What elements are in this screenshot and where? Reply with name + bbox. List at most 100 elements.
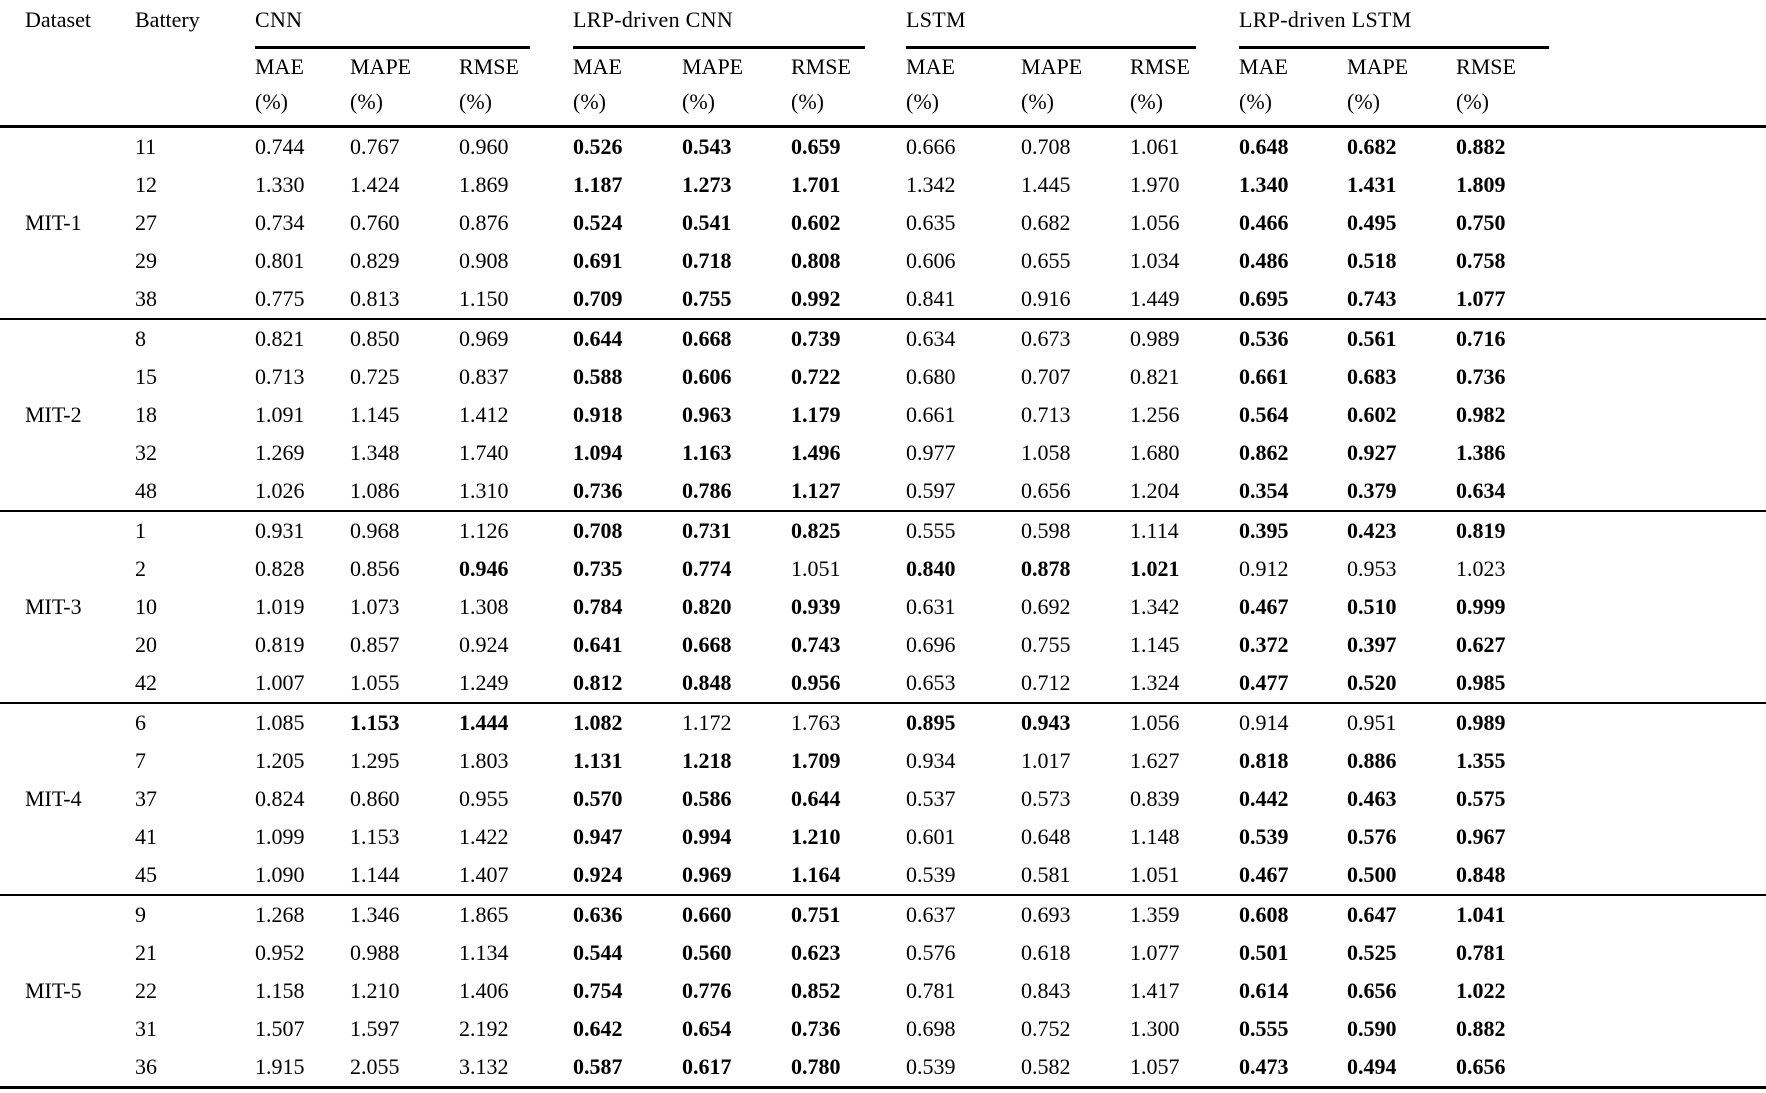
- metric-cell: 0.397: [1347, 632, 1397, 657]
- metric-cell: 0.618: [1021, 940, 1071, 965]
- metric-header-lstm-rmse: RMSE (%): [1105, 49, 1214, 127]
- metric-cell: 1.158: [255, 978, 305, 1003]
- group-underline: [255, 46, 530, 49]
- battery-cell: 2: [135, 556, 146, 581]
- metric-cell: 1.355: [1456, 748, 1506, 773]
- metric-cell: 1.915: [255, 1054, 305, 1079]
- metric-cell: 0.781: [1456, 940, 1506, 965]
- metric-cell: 0.473: [1239, 1054, 1289, 1079]
- metric-cell: 0.776: [682, 978, 732, 1003]
- metric-cell: 0.716: [1456, 326, 1506, 351]
- table-row: 7 1.205 1.295 1.803 1.131 1.218 1.709 0.934 1.01…: [0, 742, 1766, 780]
- metric-cell: 0.656: [1021, 478, 1071, 503]
- battery-cell: 15: [135, 364, 157, 389]
- metric-cell: 0.709: [573, 286, 623, 311]
- table-row: 18 1.091 1.145 1.412 0.918 0.963 1.179 0.661 0.7…: [0, 396, 1766, 434]
- metric-cell: 1.056: [1130, 710, 1180, 735]
- metric-cell: 1.026: [255, 478, 305, 503]
- metric-cell: 0.537: [906, 786, 956, 811]
- metric-cell: 0.735: [573, 556, 623, 581]
- metric-cell: 1.091: [255, 402, 305, 427]
- metric-cell: 0.656: [1347, 978, 1397, 1003]
- metric-cell: 1.021: [1130, 556, 1180, 581]
- metric-cell: 0.725: [350, 364, 400, 389]
- metric-cell: 0.946: [459, 556, 509, 581]
- metric-cell: 0.501: [1239, 940, 1289, 965]
- metric-name: MAPE: [350, 54, 412, 79]
- metric-cell: 1.324: [1130, 670, 1180, 695]
- metric-cell: 0.575: [1456, 786, 1506, 811]
- metric-cell: 1.970: [1130, 172, 1180, 197]
- metric-cell: 1.417: [1130, 978, 1180, 1003]
- metric-cell: 0.543: [682, 134, 732, 159]
- metric-cell: 0.882: [1456, 134, 1506, 159]
- table-row: MIT-5 9 1.268 1.346 1.865 0.636 0.660 0.751 0.63…: [0, 895, 1766, 1003]
- metric-cell: 0.693: [1021, 902, 1071, 927]
- metric-cell: 0.784: [573, 594, 623, 619]
- metric-cell: 0.486: [1239, 248, 1289, 273]
- table-row: 31 1.507 1.597 2.192 0.642 0.654 0.736 0.698 0.7…: [0, 1010, 1766, 1048]
- group-label: LSTM: [906, 7, 966, 32]
- group-underline: [1239, 46, 1550, 49]
- metric-cell: 0.526: [573, 134, 623, 159]
- metric-cell: 0.518: [1347, 248, 1397, 273]
- table-row: 41 1.099 1.153 1.422 0.947 0.994 1.210 0.601 0.6…: [0, 818, 1766, 856]
- metric-cell: 1.406: [459, 978, 509, 1003]
- metric-cell: 0.696: [906, 632, 956, 657]
- metric-cell: 0.767: [350, 134, 400, 159]
- metric-cell: 1.056: [1130, 210, 1180, 235]
- metric-cell: 0.541: [682, 210, 732, 235]
- metric-cell: 0.539: [906, 862, 956, 887]
- metric-cell: 0.606: [682, 364, 732, 389]
- metric-cell: 0.602: [791, 210, 841, 235]
- metric-cell: 0.354: [1239, 478, 1289, 503]
- metric-cell: 0.841: [906, 286, 956, 311]
- metric-cell: 0.828: [255, 556, 305, 581]
- battery-cell: 22: [135, 978, 157, 1003]
- metric-header-lstm-mape: MAPE (%): [996, 49, 1105, 127]
- metric-cell: 0.648: [1239, 134, 1289, 159]
- metric-unit: (%): [1130, 89, 1164, 114]
- metric-cell: 1.164: [791, 862, 841, 887]
- table-row: 12 1.330 1.424 1.869 1.187 1.273 1.701 1.342 1.4…: [0, 166, 1766, 204]
- metric-cell: 0.539: [1239, 824, 1289, 849]
- metric-cell: 0.982: [1456, 402, 1506, 427]
- group-label: CNN: [255, 7, 303, 32]
- metric-name: RMSE: [791, 54, 851, 79]
- metric-cell: 1.034: [1130, 248, 1180, 273]
- metric-name: MAPE: [682, 54, 744, 79]
- metric-cell: 0.860: [350, 786, 400, 811]
- metric-cell: 0.856: [350, 556, 400, 581]
- metric-cell: 0.463: [1347, 786, 1397, 811]
- metric-cell: 0.931: [255, 518, 305, 543]
- metric-cell: 0.634: [906, 326, 956, 351]
- metric-cell: 1.300: [1130, 1016, 1180, 1041]
- metric-cell: 0.953: [1347, 556, 1397, 581]
- metric-cell: 0.539: [906, 1054, 956, 1079]
- metric-cell: 0.736: [791, 1016, 841, 1041]
- metric-cell: 0.912: [1239, 556, 1289, 581]
- metric-cell: 0.774: [682, 556, 732, 581]
- metric-cell: 0.698: [906, 1016, 956, 1041]
- metric-cell: 0.713: [255, 364, 305, 389]
- metric-unit: (%): [573, 89, 606, 114]
- metric-unit: (%): [1239, 89, 1273, 114]
- metric-cell: 0.943: [1021, 710, 1071, 735]
- metric-cell: 0.536: [1239, 326, 1289, 351]
- metric-cell: 1.210: [791, 824, 841, 849]
- metric-cell: 1.444: [459, 710, 509, 735]
- metric-cell: 0.576: [906, 940, 956, 965]
- group-header-lrp-driven-lstm: LRP-driven LSTM: [1214, 0, 1766, 49]
- table-row: 38 0.775 0.813 1.150 0.709 0.755 0.992 0.841 0.9…: [0, 280, 1766, 319]
- metric-cell: 0.758: [1456, 248, 1506, 273]
- metric-cell: 1.627: [1130, 748, 1180, 773]
- metric-unit: (%): [350, 89, 383, 114]
- metric-cell: 0.494: [1347, 1054, 1397, 1079]
- group-header-lrp-driven-cnn: LRP-driven CNN: [548, 0, 881, 49]
- table-row: MIT-4 6 1.085 1.153 1.444 1.082 1.172 1.763 0.89…: [0, 703, 1766, 811]
- metric-cell: 0.644: [791, 786, 841, 811]
- metric-header-lrp-driven-cnn-mae: MAE (%): [548, 49, 657, 127]
- metric-cell: 0.636: [573, 902, 623, 927]
- group-header-cnn: CNN: [230, 0, 548, 49]
- table-row: 29 0.801 0.829 0.908 0.691 0.718 0.808 0.606 0.6…: [0, 242, 1766, 280]
